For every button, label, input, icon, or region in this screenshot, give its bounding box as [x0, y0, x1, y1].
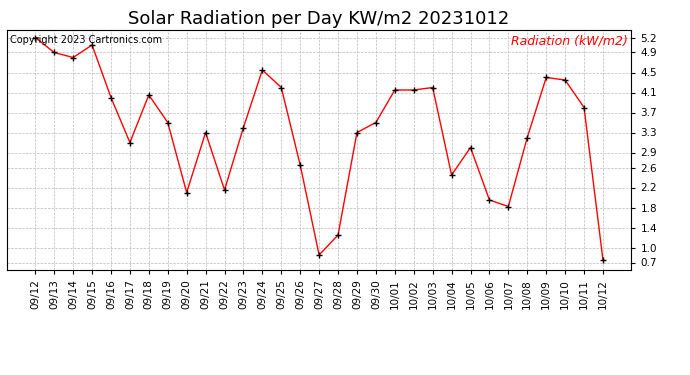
Text: Copyright 2023 Cartronics.com: Copyright 2023 Cartronics.com — [10, 35, 162, 45]
Text: Radiation (kW/m2): Radiation (kW/m2) — [511, 35, 628, 48]
Title: Solar Radiation per Day KW/m2 20231012: Solar Radiation per Day KW/m2 20231012 — [128, 10, 510, 28]
